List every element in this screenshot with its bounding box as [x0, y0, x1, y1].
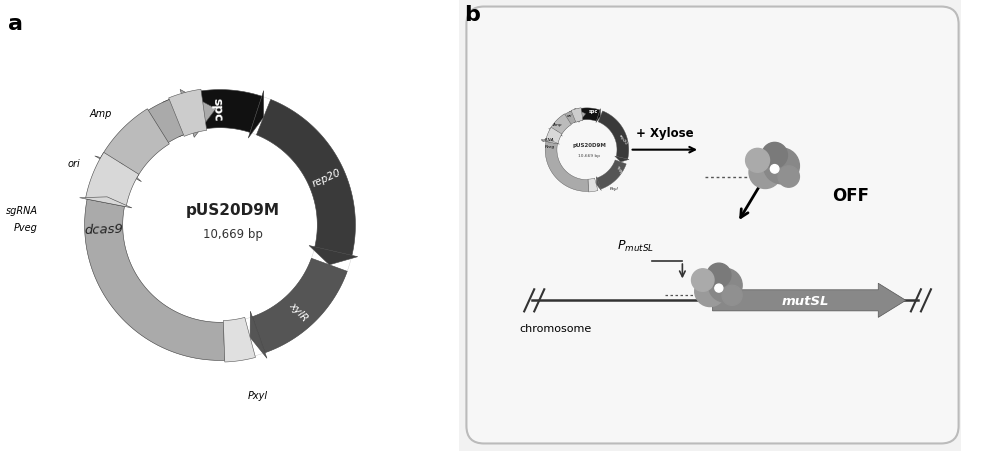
Text: dcas9: dcas9	[84, 222, 123, 237]
Text: pUS20D9M: pUS20D9M	[186, 203, 280, 218]
Text: spc: spc	[210, 97, 224, 121]
Circle shape	[770, 165, 779, 174]
Polygon shape	[597, 161, 626, 190]
Text: + Xylose: + Xylose	[636, 126, 694, 139]
Circle shape	[749, 156, 781, 189]
Polygon shape	[169, 90, 207, 137]
Text: Amp: Amp	[90, 108, 112, 118]
Polygon shape	[615, 156, 629, 163]
Polygon shape	[80, 198, 132, 208]
Polygon shape	[545, 128, 562, 145]
Polygon shape	[544, 142, 559, 145]
Polygon shape	[571, 109, 583, 123]
Text: xylR: xylR	[287, 299, 310, 322]
Text: sgRNA: sgRNA	[541, 137, 555, 141]
Polygon shape	[223, 318, 255, 362]
Polygon shape	[100, 110, 169, 179]
Polygon shape	[163, 90, 262, 138]
Text: xylR: xylR	[616, 165, 622, 174]
Polygon shape	[575, 109, 586, 123]
Text: Amp: Amp	[552, 122, 562, 126]
Text: OFF: OFF	[832, 186, 869, 204]
Text: 10,669 bp: 10,669 bp	[203, 227, 263, 240]
Polygon shape	[85, 153, 139, 207]
Polygon shape	[545, 110, 588, 192]
Text: Pveg: Pveg	[14, 222, 38, 232]
Text: rep20: rep20	[310, 167, 342, 189]
Polygon shape	[95, 156, 141, 182]
Circle shape	[695, 276, 725, 307]
Text: rep20: rep20	[618, 133, 628, 145]
Text: 10,669 bp: 10,669 bp	[578, 153, 600, 157]
Text: a: a	[8, 14, 23, 34]
Circle shape	[692, 269, 714, 292]
Polygon shape	[250, 312, 267, 359]
Text: Pxyl: Pxyl	[247, 390, 267, 400]
Polygon shape	[569, 109, 600, 123]
Circle shape	[746, 149, 770, 173]
Circle shape	[762, 143, 787, 169]
Polygon shape	[550, 115, 571, 136]
Polygon shape	[596, 109, 601, 123]
Text: sgRNA: sgRNA	[6, 205, 38, 215]
Text: chromosome: chromosome	[519, 323, 591, 333]
Text: b: b	[464, 5, 480, 25]
FancyBboxPatch shape	[466, 8, 959, 443]
Text: ori: ori	[567, 113, 572, 117]
Text: Pveg: Pveg	[545, 144, 555, 148]
Text: mutSL: mutSL	[782, 294, 829, 307]
Polygon shape	[588, 179, 598, 193]
Polygon shape	[549, 129, 562, 137]
Polygon shape	[248, 92, 264, 139]
Text: Pxyl: Pxyl	[610, 186, 618, 190]
Polygon shape	[256, 100, 355, 256]
Circle shape	[722, 285, 742, 306]
Polygon shape	[85, 96, 225, 361]
Polygon shape	[180, 90, 216, 138]
Text: spc: spc	[588, 109, 598, 114]
Text: $P_{mutSL}$: $P_{mutSL}$	[617, 238, 654, 253]
Circle shape	[708, 269, 742, 303]
Circle shape	[778, 166, 799, 188]
Text: pUS20D9M: pUS20D9M	[573, 143, 606, 148]
Polygon shape	[252, 259, 347, 353]
Polygon shape	[309, 246, 358, 265]
Polygon shape	[596, 177, 601, 191]
Circle shape	[715, 285, 723, 292]
Circle shape	[764, 148, 799, 184]
FancyBboxPatch shape	[451, 0, 974, 451]
Circle shape	[707, 263, 731, 288]
Polygon shape	[598, 112, 629, 160]
Text: ori: ori	[67, 158, 80, 169]
Polygon shape	[713, 284, 906, 318]
